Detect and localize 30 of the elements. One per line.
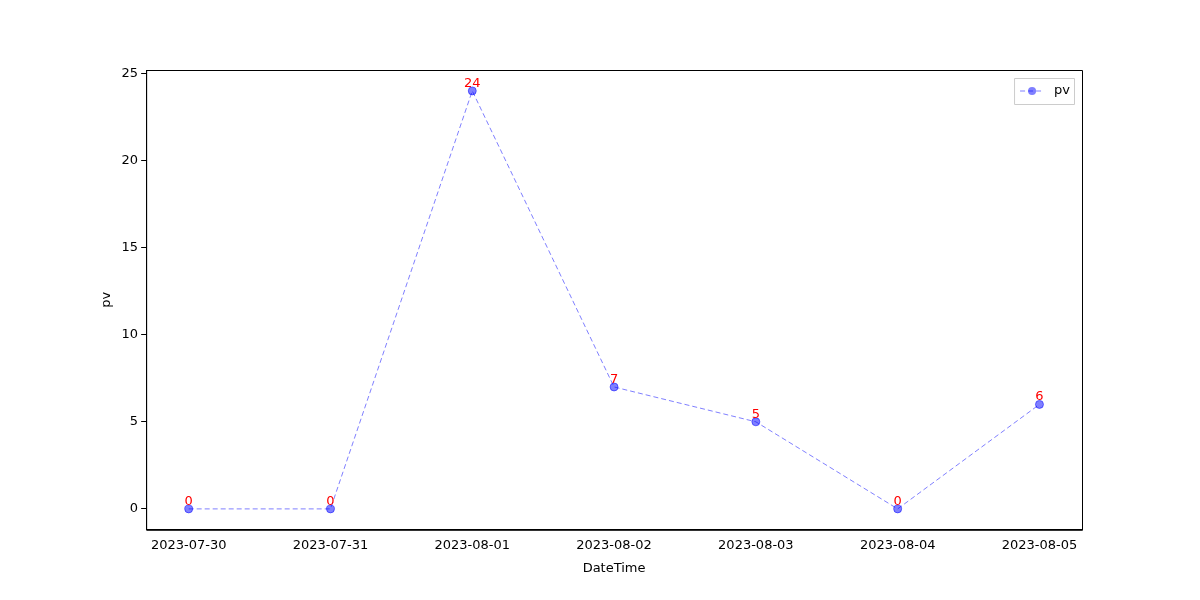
x-tick-label: 2023-07-30: [150, 536, 227, 552]
data-label: 0: [184, 492, 193, 508]
data-label: 0: [893, 492, 902, 508]
legend-label: pv: [1054, 82, 1071, 98]
y-tick-label: 5: [129, 413, 139, 429]
x-tick-label: 2023-08-02: [576, 536, 652, 552]
point: [751, 417, 761, 427]
point: [184, 504, 194, 514]
point: [325, 504, 335, 514]
x-tick-label: 2023-08-03: [718, 536, 794, 552]
x-axis-title: DateTime: [582, 559, 646, 575]
x-tick-label: 2023-08-05: [1001, 536, 1078, 552]
x-tick-label: 2023-08-01: [434, 536, 511, 552]
x-tick-label: 2023-07-31: [292, 536, 369, 552]
data-label: 5: [751, 405, 761, 421]
y-tick-label: 20: [121, 151, 139, 167]
data-label: 24: [464, 74, 481, 90]
x-tick-label: 2023-08-04: [859, 536, 936, 552]
point: [467, 86, 477, 96]
y-axis-title: pv: [98, 291, 114, 308]
point: [1034, 399, 1044, 409]
data-label: 7: [609, 370, 619, 386]
point: [609, 382, 619, 392]
data-label: 0: [326, 492, 335, 508]
y-tick-label: 0: [129, 500, 139, 516]
point: [893, 504, 903, 514]
y-tick-label: 15: [121, 239, 139, 255]
data-label: 6: [1035, 388, 1044, 404]
y-tick-label: 10: [121, 326, 139, 342]
y-tick-label: 25: [121, 64, 139, 80]
